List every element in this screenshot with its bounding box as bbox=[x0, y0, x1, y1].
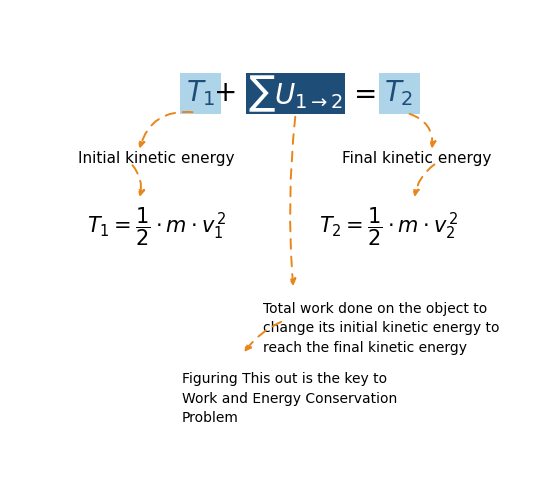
FancyBboxPatch shape bbox=[379, 73, 420, 114]
FancyArrowPatch shape bbox=[246, 322, 281, 350]
Text: $=$: $=$ bbox=[348, 80, 376, 107]
FancyArrowPatch shape bbox=[132, 165, 144, 195]
Text: Total work done on the object to
change its initial kinetic energy to
reach the : Total work done on the object to change … bbox=[264, 301, 500, 355]
Text: $+$: $+$ bbox=[214, 80, 236, 107]
FancyBboxPatch shape bbox=[246, 73, 345, 114]
Text: $T_2 = \dfrac{1}{2} \cdot m \cdot v_2^{\,2}$: $T_2 = \dfrac{1}{2} \cdot m \cdot v_2^{\… bbox=[320, 206, 459, 248]
Text: Figuring This out is the key to
Work and Energy Conservation
Problem: Figuring This out is the key to Work and… bbox=[181, 372, 397, 425]
FancyArrowPatch shape bbox=[410, 114, 435, 146]
Text: $\sum U_{1\to2}$: $\sum U_{1\to2}$ bbox=[248, 73, 344, 114]
FancyArrowPatch shape bbox=[139, 112, 192, 147]
Text: $T_2$: $T_2$ bbox=[385, 78, 414, 108]
Text: Final kinetic energy: Final kinetic energy bbox=[342, 151, 492, 166]
Text: Initial kinetic energy: Initial kinetic energy bbox=[78, 151, 235, 166]
Text: $T_1 = \dfrac{1}{2} \cdot m \cdot v_1^{\,2}$: $T_1 = \dfrac{1}{2} \cdot m \cdot v_1^{\… bbox=[87, 206, 226, 248]
FancyArrowPatch shape bbox=[413, 164, 434, 195]
Text: $T_1$: $T_1$ bbox=[186, 78, 216, 108]
FancyBboxPatch shape bbox=[181, 73, 221, 114]
FancyArrowPatch shape bbox=[290, 117, 295, 284]
